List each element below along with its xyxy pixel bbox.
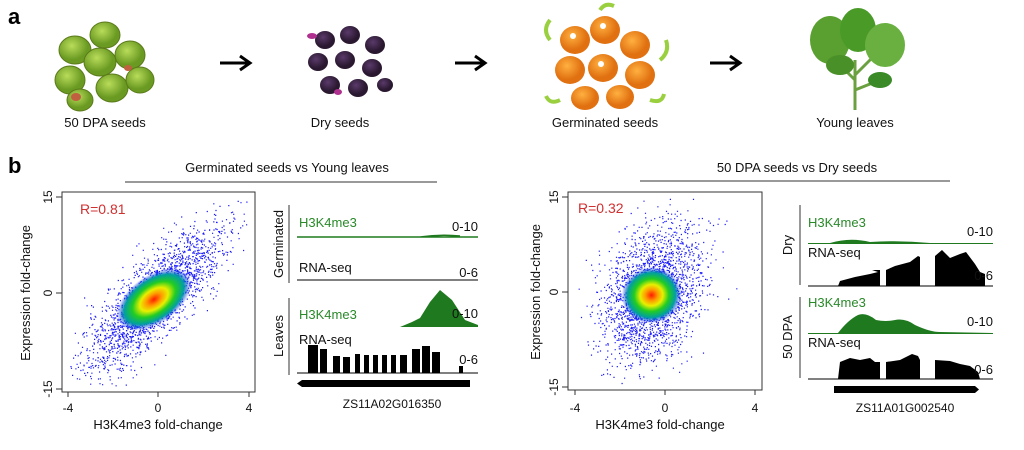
stage-label-50dpa: 50 DPA seeds xyxy=(64,115,146,130)
density-core xyxy=(116,268,192,331)
exon-coverage-bar xyxy=(459,366,463,373)
track-range: 0-10 xyxy=(967,224,993,239)
h3k4me3-signal xyxy=(297,234,478,238)
track-name-h3k4me3: H3K4me3 xyxy=(299,307,357,322)
exon-coverage-bar xyxy=(422,346,430,373)
right-y-ticks xyxy=(562,196,568,388)
right-genome-tracks: Dry H3K4me3 0-10 RNA-seq 0-6 50 DPA H3K4… xyxy=(780,205,993,415)
right-xtick: -4 xyxy=(570,401,581,415)
h3k4me3-signal xyxy=(297,290,478,327)
right-comparison-title: 50 DPA seeds vs Dry seeds xyxy=(717,160,878,175)
exon-coverage-bar xyxy=(400,355,407,373)
left-ytick: 15 xyxy=(41,190,55,204)
h3k4me3-signal xyxy=(808,239,993,244)
track-group-label: Dry xyxy=(780,234,795,255)
gene-name: ZS11A02G016350 xyxy=(343,397,442,411)
dry-seeds-illustration xyxy=(307,26,393,97)
track-range: 0-10 xyxy=(452,306,478,321)
left-y-axis-label: Expression fold-change xyxy=(18,225,33,361)
exon-coverage-bar xyxy=(308,345,318,373)
rnaseq-coverage xyxy=(838,354,980,379)
right-xtick: 0 xyxy=(662,401,669,415)
track-name-rnaseq: RNA-seq xyxy=(808,245,861,260)
track-range: 0-6 xyxy=(459,265,478,280)
exon-coverage-bar xyxy=(364,355,369,373)
right-x-ticks xyxy=(574,390,756,395)
track-group-label: Germinated xyxy=(271,210,286,278)
density-core xyxy=(621,267,682,324)
left-ytick: -15 xyxy=(41,380,55,398)
right-ytick: 0 xyxy=(547,288,561,295)
right-ytick: 15 xyxy=(547,190,561,204)
right-ytick: -15 xyxy=(547,378,561,396)
track-range: 0-10 xyxy=(967,314,993,329)
track-range: 0-6 xyxy=(459,352,478,367)
exon-coverage-bar xyxy=(391,355,396,373)
young-leaves-illustration xyxy=(810,8,905,110)
exon-coverage-bar xyxy=(432,352,440,373)
arrow-icon xyxy=(455,54,488,72)
left-xtick: -4 xyxy=(63,401,74,415)
track-group-label: Leaves xyxy=(271,315,286,357)
exon-coverage-bar xyxy=(382,355,387,373)
h3k4me3-signal xyxy=(808,314,993,334)
left-x-ticks xyxy=(67,392,250,397)
track-name-rnaseq: RNA-seq xyxy=(808,335,861,350)
left-scatter-plot xyxy=(70,200,248,387)
panel-label-a: a xyxy=(8,4,21,29)
track-name-h3k4me3: H3K4me3 xyxy=(299,215,357,230)
exon-coverage-bar xyxy=(412,349,420,373)
right-correlation-label: R=0.32 xyxy=(578,200,624,216)
stage-label-young-leaves: Young leaves xyxy=(816,115,894,130)
rnaseq-coverage xyxy=(838,250,985,286)
gene-name: ZS11A01G002540 xyxy=(856,401,955,415)
track-name-rnaseq: RNA-seq xyxy=(299,332,352,347)
left-comparison-title: Germinated seeds vs Young leaves xyxy=(185,160,389,175)
left-xtick: 0 xyxy=(155,401,162,415)
gene-model xyxy=(834,386,979,393)
left-y-ticks xyxy=(56,196,62,390)
arrow-icon xyxy=(710,54,743,72)
germinated-seeds-illustration xyxy=(544,2,670,110)
left-ytick: 0 xyxy=(41,289,55,296)
seeds-50dpa-illustration xyxy=(54,21,155,112)
exon-coverage-bar xyxy=(355,354,360,373)
arrow-icon xyxy=(220,54,253,72)
stage-label-germinated: Germinated seeds xyxy=(552,115,659,130)
exon-coverage-bar xyxy=(343,357,350,373)
exon-coverage-bar xyxy=(320,349,327,373)
track-range: 0-10 xyxy=(452,219,478,234)
panel-label-b: b xyxy=(8,153,21,178)
track-name-h3k4me3: H3K4me3 xyxy=(808,295,866,310)
right-scatter-plot xyxy=(578,198,738,385)
exon-coverage-bar xyxy=(373,355,378,373)
track-range: 0-6 xyxy=(974,268,993,283)
rnaseq-exon-coverage xyxy=(308,345,463,373)
exon-coverage-bar xyxy=(333,356,340,373)
left-genome-tracks: Germinated H3K4me3 0-10 RNA-seq 0-6 Leav… xyxy=(271,205,478,411)
left-x-axis-label: H3K4me3 fold-change xyxy=(93,417,222,432)
stage-label-dry: Dry seeds xyxy=(311,115,370,130)
track-name-rnaseq: RNA-seq xyxy=(299,260,352,275)
right-xtick: 4 xyxy=(752,401,759,415)
left-xtick: 4 xyxy=(246,401,253,415)
left-correlation-label: R=0.81 xyxy=(80,201,126,217)
gene-model xyxy=(297,380,470,387)
track-range: 0-6 xyxy=(974,362,993,377)
track-name-h3k4me3: H3K4me3 xyxy=(808,215,866,230)
right-y-axis-label: Expression fold-change xyxy=(528,224,543,360)
right-x-axis-label: H3K4me3 fold-change xyxy=(595,417,724,432)
track-group-label: 50 DPA xyxy=(780,315,795,359)
